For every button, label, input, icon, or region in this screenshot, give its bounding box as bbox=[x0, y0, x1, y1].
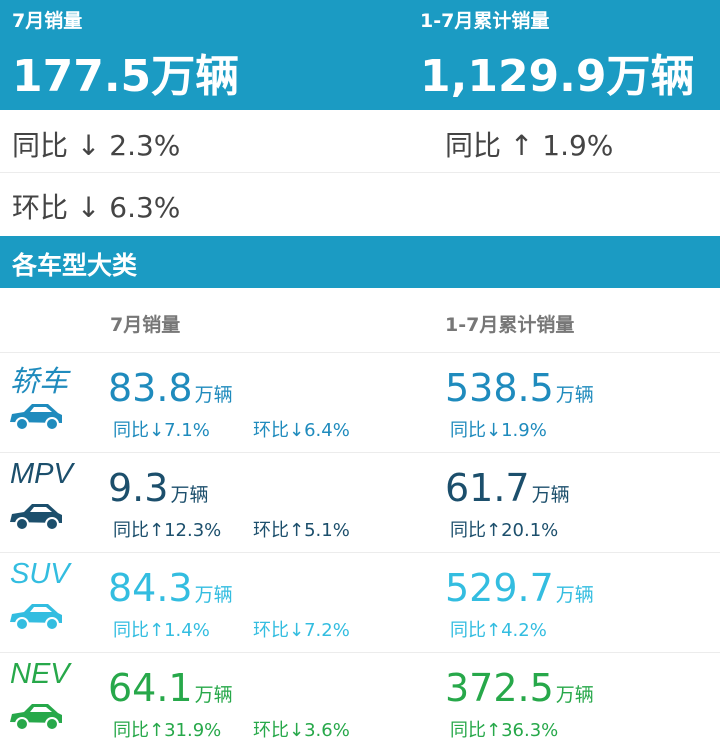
unit: 万辆 bbox=[194, 584, 233, 606]
value: 61.7 万辆 bbox=[445, 468, 570, 515]
unit: 万辆 bbox=[555, 384, 594, 406]
month-mom: 环比 ↓ 6.3% bbox=[12, 191, 181, 224]
number: 538.5 bbox=[445, 366, 554, 410]
car-icon bbox=[10, 404, 62, 431]
model-name: SUV bbox=[10, 558, 70, 590]
value: 84.3 万辆 bbox=[108, 568, 233, 615]
yoy: 同比↑31.9% bbox=[113, 720, 222, 741]
unit: 万辆 bbox=[555, 684, 594, 706]
car-icon bbox=[10, 604, 62, 631]
unit: 万辆 bbox=[606, 51, 695, 102]
separator bbox=[0, 552, 720, 553]
section-band bbox=[0, 236, 720, 288]
value: 64.1 万辆 bbox=[108, 668, 233, 715]
car-icon bbox=[10, 704, 62, 731]
car-icon bbox=[10, 504, 62, 531]
value: 83.8 万辆 bbox=[108, 368, 233, 415]
separator bbox=[0, 452, 720, 453]
yoy: 同比↑20.1% bbox=[450, 520, 559, 541]
mom: 环比↓3.6% bbox=[253, 720, 350, 741]
value: 1,129.9 bbox=[420, 51, 607, 102]
unit: 万辆 bbox=[194, 384, 233, 406]
month-yoy: 同比 ↓ 2.3% bbox=[12, 129, 181, 162]
value: 177.5 bbox=[12, 51, 152, 102]
value: 9.3 万辆 bbox=[108, 468, 208, 515]
yoy: 同比↓7.1% bbox=[113, 420, 210, 441]
value: 529.7 万辆 bbox=[445, 568, 594, 615]
model-name: MPV bbox=[10, 458, 73, 490]
yoy: 同比↓1.9% bbox=[450, 420, 547, 441]
unit: 万辆 bbox=[151, 51, 240, 102]
value: 538.5 万辆 bbox=[445, 368, 594, 415]
number: 9.3 bbox=[108, 466, 169, 510]
separator bbox=[0, 172, 720, 173]
unit: 万辆 bbox=[170, 484, 209, 506]
separator bbox=[0, 352, 720, 353]
section-title: 各车型大类 bbox=[12, 251, 138, 280]
number: 61.7 bbox=[445, 466, 530, 510]
yoy: 同比↑1.4% bbox=[113, 620, 210, 641]
mom: 环比↓6.4% bbox=[253, 420, 350, 441]
yoy: 同比↑36.3% bbox=[450, 720, 559, 741]
value: 372.5 万辆 bbox=[445, 668, 594, 715]
ytd-label: 1-7月累计销量 bbox=[420, 10, 550, 32]
unit: 万辆 bbox=[555, 584, 594, 606]
number: 372.5 bbox=[445, 666, 554, 710]
unit: 万辆 bbox=[531, 484, 570, 506]
separator bbox=[0, 652, 720, 653]
unit: 万辆 bbox=[194, 684, 233, 706]
ytd-total: 1,129.9万辆 bbox=[420, 40, 695, 104]
month-label: 7月销量 bbox=[12, 10, 83, 32]
number: 84.3 bbox=[108, 566, 193, 610]
number: 529.7 bbox=[445, 566, 554, 610]
mom: 环比↑5.1% bbox=[253, 520, 350, 541]
column-header: 1-7月累计销量 bbox=[445, 314, 575, 336]
yoy: 同比↑4.2% bbox=[450, 620, 547, 641]
column-header: 7月销量 bbox=[110, 314, 181, 336]
number: 83.8 bbox=[108, 366, 193, 410]
summary-band bbox=[0, 0, 720, 110]
mom: 环比↓7.2% bbox=[253, 620, 350, 641]
model-name: NEV bbox=[10, 658, 70, 690]
month-total: 177.5万辆 bbox=[12, 40, 239, 104]
number: 64.1 bbox=[108, 666, 193, 710]
yoy: 同比↑12.3% bbox=[113, 520, 222, 541]
ytd-yoy: 同比 ↑ 1.9% bbox=[445, 129, 614, 162]
model-name: 轿车 bbox=[10, 366, 69, 398]
